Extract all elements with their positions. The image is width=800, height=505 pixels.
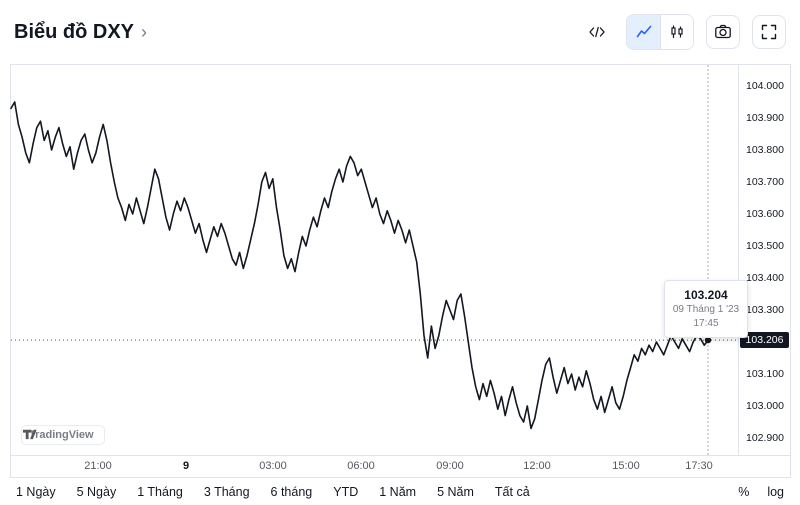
tradingview-logo[interactable]: TradingView bbox=[21, 425, 105, 445]
price-axis-tick: 103.900 bbox=[746, 112, 784, 124]
price-axis-tick: 103.000 bbox=[746, 400, 784, 412]
price-line-series bbox=[10, 101, 709, 430]
log-scale-button[interactable]: log bbox=[763, 481, 788, 503]
camera-icon bbox=[715, 24, 731, 39]
snapshot-button[interactable] bbox=[706, 15, 740, 49]
chart-title-link[interactable]: Biểu đồ DXY › bbox=[14, 21, 147, 44]
tooltip-price: 103.204 bbox=[684, 288, 728, 302]
price-axis-tick: 103.700 bbox=[746, 176, 784, 188]
range-toolbar: 1 Ngày 5 Ngày 1 Tháng 3 Tháng 6 tháng YTD 1 Nă… bbox=[10, 478, 788, 505]
crosshair-tooltip: 103.204 09 Tháng 1 '23 17:45 bbox=[664, 280, 748, 339]
time-axis[interactable]: 21:00 9 03:00 06:00 09:00 12:00 15:00 17:30 bbox=[11, 455, 790, 477]
tradingview-icon bbox=[22, 429, 37, 440]
price-axis-tick: 103.600 bbox=[746, 208, 784, 220]
candlestick-chart-style-button[interactable] bbox=[660, 15, 693, 49]
price-axis-tick: 103.300 bbox=[746, 304, 784, 316]
fullscreen-icon bbox=[761, 24, 777, 40]
price-axis-tick: 103.100 bbox=[746, 368, 784, 380]
chart-body: 103.204 09 Tháng 1 '23 17:45 TradingView… bbox=[10, 65, 790, 456]
tooltip-time: 17:45 bbox=[693, 318, 719, 330]
chart-plot[interactable]: 103.204 09 Tháng 1 '23 17:45 TradingView bbox=[10, 65, 748, 456]
time-axis-tick: 12:00 bbox=[523, 460, 551, 472]
scale-buttons: % log bbox=[734, 481, 788, 503]
price-axis[interactable]: 103.206 104.000 103.900 103.800 103.700 103.… bbox=[738, 65, 790, 455]
percent-scale-button[interactable]: % bbox=[734, 481, 753, 503]
price-axis-tick: 103.800 bbox=[746, 144, 784, 156]
embed-code-button[interactable] bbox=[580, 15, 614, 49]
code-icon bbox=[589, 26, 605, 38]
chevron-right-icon: › bbox=[141, 22, 148, 42]
range-button[interactable]: Tất cả bbox=[489, 481, 536, 503]
range-button[interactable]: 6 tháng bbox=[265, 481, 319, 503]
range-button[interactable]: 5 Ngày bbox=[71, 481, 123, 503]
range-button[interactable]: 1 Năm bbox=[373, 481, 422, 503]
header: Biểu đồ DXY › bbox=[0, 0, 800, 64]
time-axis-tick: 9 bbox=[182, 460, 190, 472]
time-axis-tick: 21:00 bbox=[84, 460, 112, 472]
range-buttons: 1 Ngày 5 Ngày 1 Tháng 3 Tháng 6 tháng YTD 1 Nă… bbox=[10, 481, 545, 503]
chart-style-toggle bbox=[626, 14, 694, 50]
price-axis-tick: 103.400 bbox=[746, 272, 784, 284]
time-axis-tick: 15:00 bbox=[612, 460, 640, 472]
chart-widget: 103.204 09 Tháng 1 '23 17:45 TradingView… bbox=[10, 64, 791, 478]
page-title: Biểu đồ DXY bbox=[14, 20, 135, 43]
line-chart-style-button[interactable] bbox=[627, 15, 660, 49]
line-chart-icon bbox=[636, 25, 651, 38]
range-button[interactable]: YTD bbox=[327, 481, 364, 503]
fullscreen-button[interactable] bbox=[752, 15, 786, 49]
range-button[interactable]: 5 Năm bbox=[431, 481, 480, 503]
candlestick-icon bbox=[671, 25, 683, 38]
tooltip-date: 09 Tháng 1 '23 bbox=[672, 304, 740, 316]
time-axis-tick: 06:00 bbox=[347, 460, 375, 472]
time-axis-tick: 03:00 bbox=[259, 460, 287, 472]
range-button[interactable]: 1 Tháng bbox=[131, 481, 189, 503]
price-axis-tick: 104.000 bbox=[746, 80, 784, 92]
price-axis-tick: 102.900 bbox=[746, 432, 784, 444]
time-axis-tick: 09:00 bbox=[436, 460, 464, 472]
last-price-marker bbox=[704, 336, 712, 344]
range-button[interactable]: 1 Ngày bbox=[10, 481, 62, 503]
last-price-badge: 103.206 bbox=[740, 332, 789, 349]
price-axis-tick: 103.500 bbox=[746, 240, 784, 252]
time-axis-tick: 17:30 bbox=[685, 460, 713, 472]
tradingview-logo-text: TradingView bbox=[29, 429, 94, 441]
range-button[interactable]: 3 Tháng bbox=[198, 481, 256, 503]
header-actions bbox=[580, 14, 786, 50]
price-line-chart bbox=[10, 65, 738, 456]
